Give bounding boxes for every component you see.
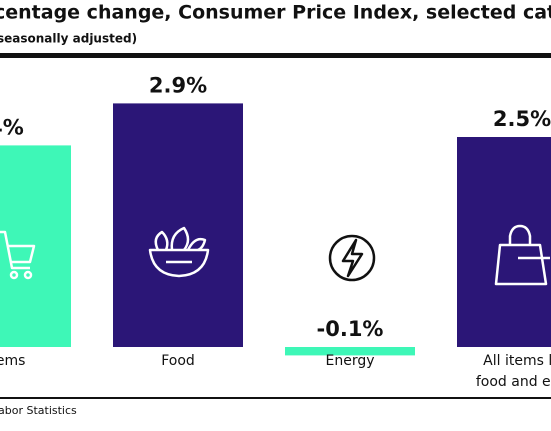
- category-label: items: [0, 353, 26, 369]
- cart-wheel: [9, 270, 19, 280]
- energy-icon: [328, 234, 376, 282]
- cart-icon: [0, 230, 36, 270]
- bolt: [341, 238, 364, 278]
- value-label: 2.5%: [493, 107, 551, 131]
- value-label: -0.1%: [317, 317, 384, 341]
- category-label: Energy: [325, 353, 375, 369]
- salad-leaves: [154, 226, 207, 252]
- chart-title: centage change, Consumer Price Index, se…: [0, 2, 551, 24]
- salad-icon: [148, 248, 210, 278]
- value-label: 2.9%: [149, 73, 207, 97]
- source: abor Statistics: [0, 404, 77, 417]
- energy-circle: [328, 234, 376, 282]
- bottom-rule: [0, 397, 551, 399]
- category-label: Food: [161, 353, 195, 369]
- bags-icon: [494, 224, 550, 286]
- category-label: All items le food and ene: [475, 353, 551, 390]
- bar: [457, 137, 551, 347]
- icons: [0, 224, 550, 286]
- cart-wheel: [23, 270, 33, 280]
- bar: [285, 347, 415, 356]
- chart-subtitle: seasonally adjusted): [0, 32, 137, 46]
- value-label: 4%: [0, 115, 24, 139]
- top-rule: [0, 53, 551, 58]
- bar: [113, 103, 243, 348]
